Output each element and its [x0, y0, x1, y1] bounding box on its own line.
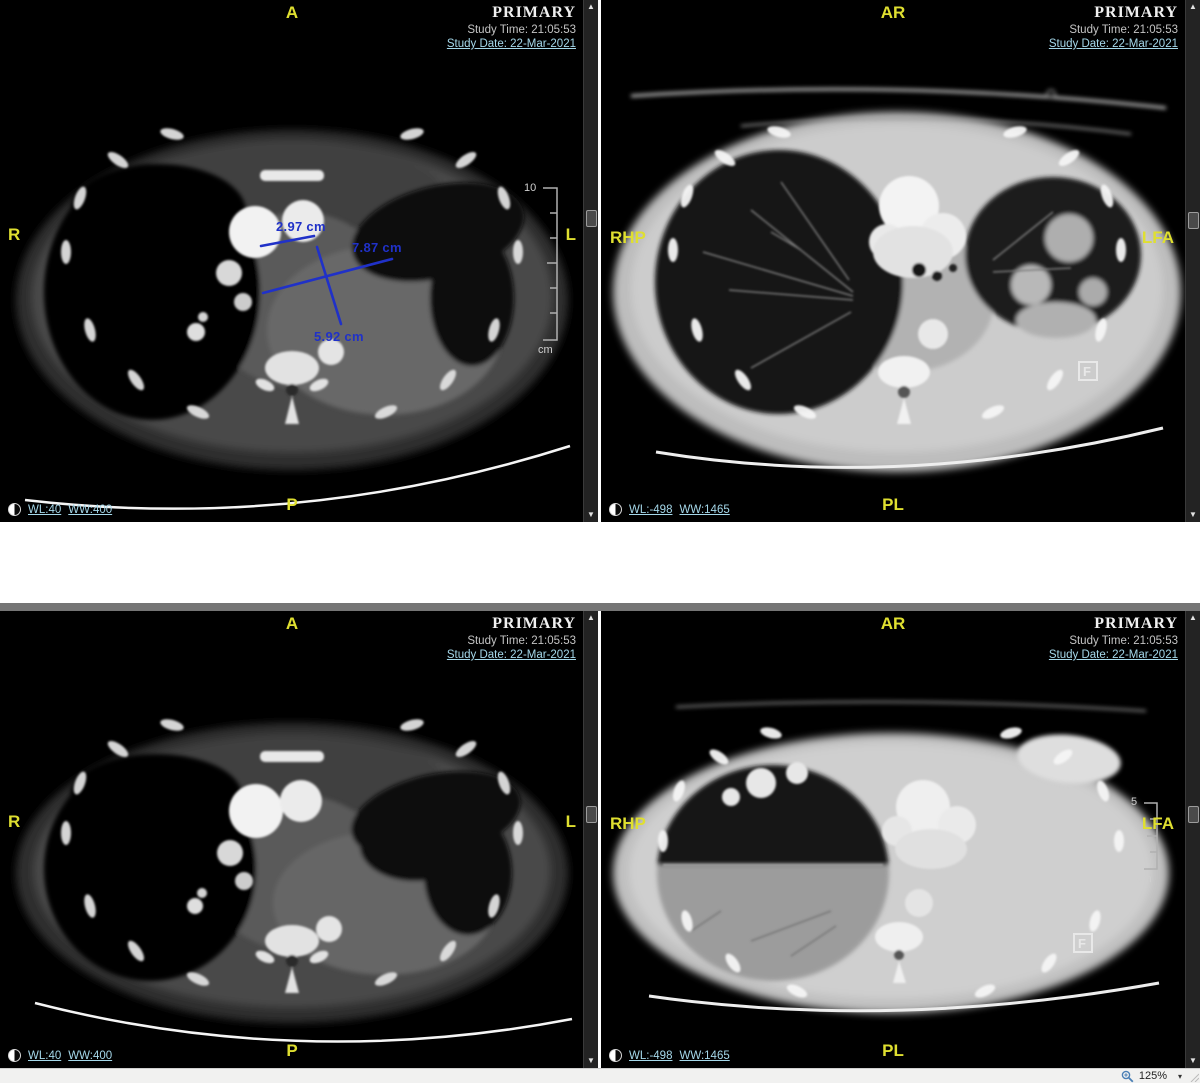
scrollbar-thumb[interactable]: [586, 210, 597, 227]
orientation-label-posterior: P: [286, 1041, 298, 1060]
study-time: Study Time: 21:05:53: [467, 24, 576, 36]
window-level-link[interactable]: WL:-498: [629, 503, 673, 516]
orientation-label-anterior-right: AR: [880, 3, 906, 22]
measurement-label[interactable]: 2.97 cm: [276, 219, 326, 234]
scrollbar-thumb[interactable]: [1188, 806, 1199, 823]
ct-image-axial-mediastinal: [0, 0, 584, 522]
orientation-label-left: L: [565, 812, 576, 831]
resize-grip[interactable]: [1189, 1072, 1199, 1082]
scroll-up-icon[interactable]: ▲: [1189, 2, 1197, 11]
orientation-label-pl: PL: [882, 495, 904, 514]
ruler-unit: cm: [538, 344, 553, 356]
window-level-controls[interactable]: WL:-498 WW:1465: [609, 503, 730, 516]
scroll-up-icon[interactable]: ▲: [587, 613, 595, 622]
panel-header: PRIMARY Study Time: 21:05:53 Study Date:…: [1049, 4, 1178, 50]
panel-header: PRIMARY Study Time: 21:05:53 Study Date:…: [447, 615, 576, 661]
window-level-controls[interactable]: WL:-498 WW:1465: [609, 1049, 730, 1062]
orientation-label-left: L: [565, 225, 576, 244]
primary-label: PRIMARY: [1094, 4, 1178, 21]
window-level-controls[interactable]: WL:40 WW:400: [8, 1049, 112, 1062]
zoom-level: 125%: [1138, 1070, 1167, 1082]
ct-viewport-bottom-right[interactable]: F 5 cm AR RHP LFA PL PRIMARY Study Time:…: [601, 611, 1200, 1068]
primary-label: PRIMARY: [1094, 615, 1178, 632]
scroll-down-icon[interactable]: ▼: [587, 510, 595, 519]
contrast-icon: [609, 503, 622, 516]
contrast-icon: [8, 503, 21, 516]
scroll-down-icon[interactable]: ▼: [587, 1056, 595, 1065]
primary-label: PRIMARY: [492, 615, 576, 632]
scroll-up-icon[interactable]: ▲: [587, 2, 595, 11]
primary-label: PRIMARY: [492, 4, 576, 21]
zoom-control[interactable]: 125% ▾: [1121, 1070, 1182, 1083]
orientation-label-anterior: A: [285, 3, 299, 22]
ct-viewport-top-right[interactable]: F AR RHP LFA PL PRIMARY Study Time: 21:0…: [601, 0, 1200, 522]
orientation-label-anterior: A: [285, 614, 299, 633]
study-date-link[interactable]: Study Date: 22-Mar-2021: [446, 649, 576, 661]
contrast-icon: [8, 1049, 21, 1062]
window-width-link[interactable]: WW:400: [68, 503, 113, 516]
scale-ruler: [543, 187, 558, 341]
orientation-label-anterior-right: AR: [880, 614, 906, 633]
zoom-dropdown-icon[interactable]: ▾: [1177, 1071, 1182, 1081]
orientation-label-lfa: LFA: [1141, 228, 1174, 247]
orientation-label-right: R: [8, 812, 21, 831]
study-time: Study Time: 21:05:53: [1069, 635, 1178, 647]
ct-viewport-bottom-left[interactable]: A R L P PRIMARY Study Time: 21:05:53 Stu…: [0, 611, 598, 1068]
window-level-link[interactable]: WL:40: [28, 1049, 62, 1062]
study-date-link[interactable]: Study Date: 22-Mar-2021: [1048, 649, 1178, 661]
scale-ruler: [1144, 802, 1158, 870]
window-width-link[interactable]: WW:400: [68, 1049, 113, 1062]
window-level-link[interactable]: WL:-498: [629, 1049, 673, 1062]
window-level-controls[interactable]: WL:40 WW:400: [8, 503, 112, 516]
panel-scrollbar[interactable]: ▲ ▼: [583, 611, 598, 1068]
scrollbar-thumb[interactable]: [586, 806, 597, 823]
ruler-scale-value: 10: [524, 182, 537, 194]
ct-viewport-top-left[interactable]: 2.97 cm 7.87 cm 5.92 cm 10 cm A R L P PR…: [0, 0, 598, 522]
orientation-label-rhp: RHP: [610, 228, 646, 247]
ruler-unit: cm: [1137, 873, 1152, 885]
window-width-link[interactable]: WW:1465: [679, 1049, 730, 1062]
panel-scrollbar[interactable]: ▲ ▼: [1185, 611, 1200, 1068]
study-date-link[interactable]: Study Date: 22-Mar-2021: [446, 38, 576, 50]
ct-image-axial-lung: [601, 611, 1186, 1068]
orientation-label-pl: PL: [882, 1041, 904, 1060]
ruler-scale-value: 5: [1131, 796, 1138, 808]
orientation-label-posterior: P: [286, 495, 298, 514]
measurement-label[interactable]: 5.92 cm: [314, 329, 364, 344]
panel-scrollbar[interactable]: ▲ ▼: [583, 0, 598, 522]
ct-image-axial-lung: [601, 0, 1186, 522]
panel-scrollbar[interactable]: ▲ ▼: [1185, 0, 1200, 522]
window-level-link[interactable]: WL:40: [28, 503, 62, 516]
scrollbar-thumb[interactable]: [1188, 212, 1199, 229]
zoom-magnifier-icon: [1121, 1070, 1134, 1082]
viewport-row-divider: [0, 603, 1200, 611]
orientation-marker-f: F: [1073, 933, 1093, 953]
study-time: Study Time: 21:05:53: [467, 635, 576, 647]
panel-header: PRIMARY Study Time: 21:05:53 Study Date:…: [1049, 615, 1178, 661]
scroll-down-icon[interactable]: ▼: [1189, 510, 1197, 519]
orientation-label-rhp: RHP: [610, 814, 646, 833]
panel-header: PRIMARY Study Time: 21:05:53 Study Date:…: [447, 4, 576, 50]
scroll-up-icon[interactable]: ▲: [1189, 613, 1197, 622]
ct-image-axial-mediastinal: [0, 611, 584, 1068]
browser-status-bar: 125% ▾: [0, 1068, 1200, 1083]
orientation-label-right: R: [8, 225, 21, 244]
measurement-label[interactable]: 7.87 cm: [352, 240, 402, 255]
study-date-link[interactable]: Study Date: 22-Mar-2021: [1048, 38, 1178, 50]
contrast-icon: [609, 1049, 622, 1062]
orientation-label-lfa: LFA: [1141, 814, 1174, 833]
scroll-down-icon[interactable]: ▼: [1189, 1056, 1197, 1065]
orientation-marker-f: F: [1078, 361, 1098, 381]
window-width-link[interactable]: WW:1465: [679, 503, 730, 516]
study-time: Study Time: 21:05:53: [1069, 24, 1178, 36]
